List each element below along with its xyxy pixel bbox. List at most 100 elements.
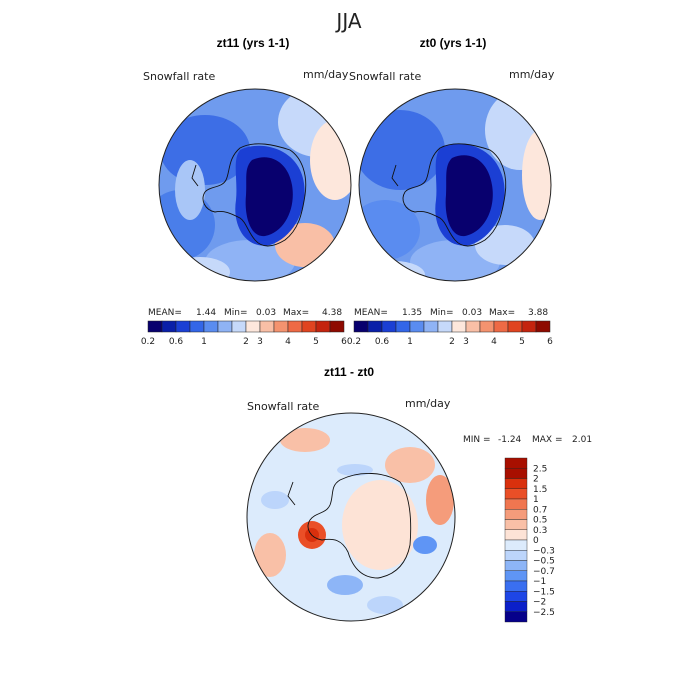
panel-3-colorbar-tick-label: 0.3 [533, 526, 547, 536]
panel-2-colorbar-swatch [521, 320, 537, 333]
panel-2-colorbar-swatch [479, 320, 495, 333]
panel-1-colorbar-swatch [217, 320, 233, 333]
panel-3-map [246, 412, 456, 622]
panel-2-max-value: 3.88 [528, 308, 548, 318]
panel-1-colorbar-swatch [161, 320, 177, 333]
panel-1-min-label: Min= [224, 308, 248, 318]
panel-1-colorbar-swatch [189, 320, 205, 333]
panel-2-colorbar-tick-label: 4 [491, 337, 497, 347]
panel-3-colorbar-swatch [504, 457, 528, 469]
panel-2-colorbar-swatch [437, 320, 453, 333]
panel-2-mean-label: MEAN= [354, 308, 388, 318]
panel-3-max-value: 2.01 [572, 435, 592, 445]
panel-3-colorbar-swatch [504, 601, 528, 612]
panel-1-colorbar-swatch [203, 320, 219, 333]
panel-2-colorbar-swatch [423, 320, 439, 333]
panel-2-colorbar-tick-label: 1 [407, 337, 413, 347]
panel-1-max-value: 4.38 [322, 308, 342, 318]
panel-2-units-label: mm/day [509, 68, 555, 81]
panel-2-map [358, 88, 552, 282]
panel-3-colorbar-tick-label: −1 [533, 577, 546, 587]
panel-3-colorbar-swatch [504, 560, 528, 571]
panel-1-colorbar-swatch [259, 320, 275, 333]
panel-3-colorbar-tick-label: 2 [533, 475, 539, 485]
panel-1-colorbar-tick-label: 4 [285, 337, 291, 347]
panel-2-colorbar-tick-label: 5 [519, 337, 525, 347]
panel-2-colorbar-swatch [507, 320, 523, 333]
panel-3-variable-label: Snowfall rate [247, 400, 319, 413]
panel-3-colorbar-swatch [504, 611, 528, 623]
panel-1-colorbar-swatch [175, 320, 191, 333]
panel-3-colorbar-swatch [504, 550, 528, 561]
panel-3-colorbar-swatch [504, 498, 528, 510]
panel-2-colorbar-tick-label: 3 [463, 337, 469, 347]
panel-1-colorbar-tick-label: 6 [341, 337, 347, 347]
panel-2-colorbar: 0.2 0.6 1 2 3 4 5 6 [347, 320, 553, 347]
panel-1-stats: MEAN= 1.44 Min= 0.03 Max= 4.38 [148, 308, 342, 318]
panel-1-colorbar-tick-label: 0.2 [141, 337, 155, 347]
panel-2-colorbar-swatch [395, 320, 411, 333]
panel-1-title: zt11 (yrs 1-1) [217, 36, 290, 50]
panel-3-colorbar-swatch [504, 519, 528, 530]
panel-3-min-value: -1.24 [498, 435, 522, 445]
panel-3-colorbar-swatch [504, 591, 528, 602]
panel-1-colorbar-tick-label: 2 [243, 337, 249, 347]
panel-2-variable-label: Snowfall rate [349, 70, 421, 83]
panel-3-colorbar-tick-label: 0 [533, 536, 539, 546]
panel-3-colorbar-swatch [504, 509, 528, 520]
panel-2-colorbar-tick-label: 0.2 [347, 337, 361, 347]
panel-1-colorbar-tick-label: 3 [257, 337, 263, 347]
panel-2-max-label: Max= [489, 308, 515, 318]
panel-1-colorbar-tick-label: 5 [313, 337, 319, 347]
panel-1-min-value: 0.03 [256, 308, 276, 318]
panel-3-max-label: MAX = [532, 435, 563, 445]
panel-2-colorbar-tick-label: 6 [547, 337, 553, 347]
panel-3-colorbar-swatch [504, 468, 528, 479]
panel-1-colorbar-swatch [329, 320, 345, 333]
panel-3-colorbar-tick-label: −0.5 [533, 557, 555, 567]
panel-3-colorbar-swatch [504, 539, 528, 551]
panel-3-colorbar-swatch [504, 570, 528, 582]
panel-1-colorbar-swatch [231, 320, 247, 333]
panel-2-colorbar-swatch [493, 320, 509, 333]
panel-1-colorbar-swatch [301, 320, 317, 333]
panel-1-max-label: Max= [283, 308, 309, 318]
panel-1-mean-label: MEAN= [148, 308, 182, 318]
panel-2-min-value: 0.03 [462, 308, 482, 318]
panel-3-stats: MIN = -1.24 MAX = 2.01 [463, 435, 592, 445]
panel-3-colorbar-tick-label: −2.5 [533, 608, 555, 618]
panel-1-colorbar-swatch [287, 320, 303, 333]
panel-2-colorbar-tick-label: 0.6 [375, 337, 390, 347]
panel-3-colorbar-tick-label: −1.5 [533, 587, 555, 597]
panel-1-colorbar-swatch [245, 320, 261, 333]
panel-1-variable-label: Snowfall rate [143, 70, 215, 83]
panel-1-colorbar-swatch [147, 320, 163, 333]
panel-1-colorbar-tick-label: 1 [201, 337, 207, 347]
panel-2-colorbar-swatch [367, 320, 383, 333]
panel-3-title: zt11 - zt0 [324, 365, 374, 379]
panel-3-colorbar-swatch [504, 488, 528, 500]
panel-1-colorbar-swatch [273, 320, 289, 333]
panel-2-title: zt0 (yrs 1-1) [420, 36, 487, 50]
panel-3-colorbar-tick-label: 0.5 [533, 516, 547, 526]
panel-1-colorbar-swatch [315, 320, 331, 333]
panel-3-colorbar-tick-label: 1.5 [533, 485, 547, 495]
panel-2-colorbar-swatch [465, 320, 481, 333]
panel-3-colorbar-tick-label: −0.3 [533, 546, 555, 556]
panel-3-colorbar-tick-label: −2 [533, 598, 546, 608]
panel-2-min-label: Min= [430, 308, 454, 318]
panel-1-colorbar: 0.2 0.6 1 2 3 4 5 6 [141, 320, 347, 347]
panel-2-colorbar-swatch [409, 320, 425, 333]
panel-1-mean-value: 1.44 [196, 308, 216, 318]
panel-2-colorbar-swatch [535, 320, 551, 333]
panel-1-colorbar-tick-label: 0.6 [169, 337, 184, 347]
panel-2-colorbar-swatch [353, 320, 369, 333]
panel-2-colorbar-swatch [381, 320, 397, 333]
panel-3-colorbar-swatch [504, 580, 528, 592]
panel-2-stats: MEAN= 1.35 Min= 0.03 Max= 3.88 [354, 308, 548, 318]
panel-2-colorbar-swatch [451, 320, 467, 333]
panel-3-colorbar-swatch [504, 478, 528, 489]
panel-3-units-label: mm/day [405, 397, 451, 410]
panel-3-colorbar-tick-label: −0.7 [533, 567, 555, 577]
